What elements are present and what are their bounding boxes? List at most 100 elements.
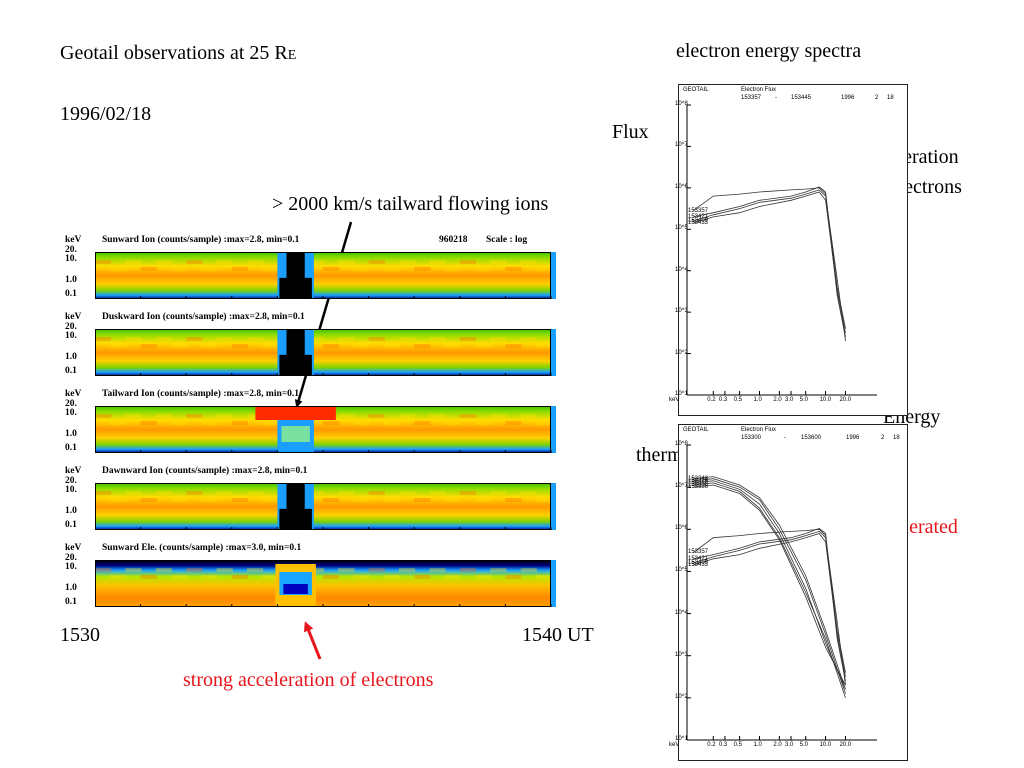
spectrogram-background bbox=[95, 329, 551, 376]
x-tick-label: 2.0 bbox=[773, 397, 782, 403]
spectrogram-texture bbox=[338, 260, 355, 264]
spectrogram-texture bbox=[368, 491, 385, 495]
spec1-tend: 153445 bbox=[791, 95, 812, 101]
spectrogram-texture bbox=[383, 421, 400, 425]
spectrogram-texture bbox=[231, 344, 248, 348]
x-tick-label: 0.2 bbox=[707, 397, 716, 403]
electron-arrow bbox=[303, 621, 322, 660]
spectrogram-texture bbox=[505, 575, 522, 579]
spectrogram-texture bbox=[535, 498, 552, 502]
burst-low bbox=[279, 354, 312, 376]
spectrum-plot-1: GEOTAIL Electron Flux 153357 - 153445 19… bbox=[669, 84, 908, 416]
curve-label: 153348 bbox=[688, 475, 709, 482]
spectrogram-texture bbox=[186, 568, 203, 572]
y-tick-label: 10^3 bbox=[675, 308, 688, 315]
x-tick-label: 0.5 bbox=[733, 397, 742, 403]
spectrogram-texture bbox=[247, 491, 264, 495]
spectrum-svg bbox=[686, 104, 877, 396]
spectrogram-texture bbox=[262, 498, 279, 502]
spectrogram-texture bbox=[505, 344, 522, 348]
spectrogram-texture bbox=[459, 260, 476, 264]
spectrogram-texture bbox=[535, 344, 552, 348]
y-tick-label: 10^8 bbox=[675, 101, 688, 107]
spectrogram-texture bbox=[95, 260, 112, 264]
spectrogram-texture bbox=[247, 414, 264, 418]
spectrogram-texture bbox=[216, 414, 233, 418]
spectrogram-texture bbox=[110, 267, 127, 271]
spectra-title: electron energy spectra bbox=[676, 40, 862, 62]
x-tick-label: 0.3 bbox=[718, 397, 728, 403]
spectrogram-texture bbox=[155, 491, 172, 495]
spectrogram-texture bbox=[520, 491, 537, 495]
spectrogram-texture bbox=[247, 337, 264, 341]
spectrogram-texture bbox=[216, 337, 233, 341]
time-end-label: 1540 UT bbox=[522, 624, 594, 646]
spectrogram-texture bbox=[338, 568, 355, 572]
spec2-tstart: 153300 bbox=[741, 435, 762, 441]
panel-y-tick: 0.1 bbox=[65, 443, 77, 453]
spectrogram-texture bbox=[155, 260, 172, 264]
panel-title: Sunward Ele. (counts/sample) :max=3.0, m… bbox=[102, 543, 302, 553]
spectrogram-texture bbox=[520, 260, 537, 264]
spectrogram-texture bbox=[140, 498, 157, 502]
slide-title: Geotail observations at 25 RE bbox=[60, 42, 296, 65]
spectrogram-texture bbox=[155, 414, 172, 418]
spectrogram-texture bbox=[125, 491, 142, 495]
spectrogram-texture bbox=[414, 575, 431, 579]
spec2-tend: 153600 bbox=[801, 435, 822, 441]
spectrogram-texture bbox=[323, 267, 340, 271]
spectrogram-texture bbox=[171, 575, 188, 579]
spectrogram-texture bbox=[399, 414, 416, 418]
panel-y-unit: keV bbox=[65, 543, 82, 553]
panel-y-tick: 10. bbox=[65, 485, 77, 495]
slide-title-main: Geotail observations at 25 R bbox=[60, 42, 288, 64]
spectrogram-texture bbox=[459, 337, 476, 341]
spectrum-line bbox=[693, 480, 846, 690]
spectrogram-texture bbox=[171, 421, 188, 425]
spectrogram-texture bbox=[444, 421, 461, 425]
spectrogram-texture bbox=[429, 414, 446, 418]
spectrogram-texture bbox=[459, 491, 476, 495]
spectrogram-texture bbox=[520, 568, 537, 572]
spectrogram-texture bbox=[247, 568, 264, 572]
spectrogram-texture bbox=[475, 575, 492, 579]
electron-annotation: strong acceleration of electrons bbox=[183, 669, 434, 691]
spec1-title: Electron Flux bbox=[741, 87, 777, 93]
spec2-month: 2 bbox=[881, 435, 885, 441]
spectrogram-texture bbox=[383, 575, 400, 579]
spectrogram-texture bbox=[95, 414, 112, 418]
spec2-mission: GEOTAIL bbox=[683, 427, 709, 433]
spectrogram-texture bbox=[262, 267, 279, 271]
spectrogram-texture bbox=[353, 498, 370, 502]
y-tick-label: 10^3 bbox=[675, 651, 688, 658]
spec1-mission: GEOTAIL bbox=[683, 87, 709, 93]
spectrogram-texture bbox=[475, 267, 492, 271]
panel-y-unit: keV bbox=[65, 235, 82, 245]
spectrogram-texture bbox=[505, 421, 522, 425]
spectrogram-texture bbox=[231, 421, 248, 425]
spectrogram-texture bbox=[368, 337, 385, 341]
spectrogram-texture bbox=[353, 421, 370, 425]
x-tick-label: 1.0 bbox=[753, 397, 762, 403]
panel-y-tick: 1.0 bbox=[65, 352, 77, 362]
colorbar-stub bbox=[551, 560, 556, 607]
curve-label: 153312 bbox=[688, 479, 709, 486]
spectrum-line bbox=[693, 533, 846, 677]
x-tick-label: 10.0 bbox=[819, 397, 832, 403]
spectrogram-texture bbox=[520, 337, 537, 341]
spectrogram-texture bbox=[353, 575, 370, 579]
spectrum-line bbox=[693, 484, 846, 686]
spectrogram-texture bbox=[520, 414, 537, 418]
spec1-year: 1996 bbox=[841, 95, 855, 101]
spectrogram-panel bbox=[95, 483, 556, 530]
spectrogram-texture bbox=[383, 267, 400, 271]
spectrogram-texture bbox=[383, 498, 400, 502]
spectrogram-texture bbox=[490, 491, 507, 495]
spec1-tstart: 153357 bbox=[741, 95, 762, 101]
burst-green bbox=[281, 426, 310, 442]
x-unit-label: keV bbox=[669, 397, 680, 403]
panel-y-tick: 1.0 bbox=[65, 506, 77, 516]
y-tick-label: 10^5 bbox=[675, 567, 688, 574]
spectrogram-texture bbox=[535, 267, 552, 271]
spectrogram-texture bbox=[110, 575, 127, 579]
